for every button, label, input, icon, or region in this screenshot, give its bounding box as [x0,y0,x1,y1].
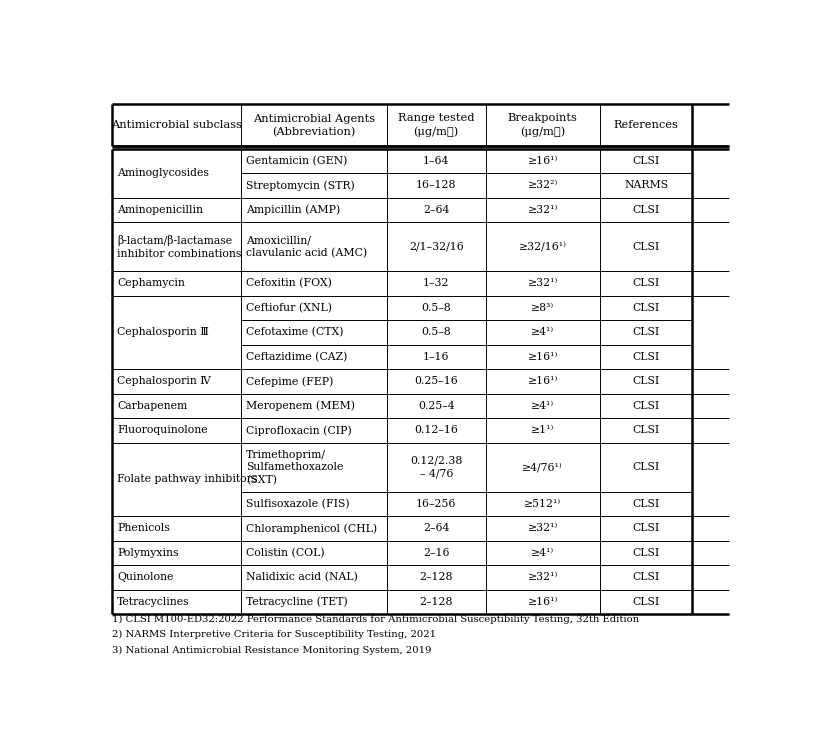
Text: Breakpoints
(μg/mℓ): Breakpoints (μg/mℓ) [507,113,578,137]
Text: CLSI: CLSI [632,572,659,583]
Text: 16–256: 16–256 [416,499,456,509]
Text: CLSI: CLSI [632,597,659,607]
Text: 2) NARMS Interpretive Criteria for Susceptibility Testing, 2021: 2) NARMS Interpretive Criteria for Susce… [112,630,436,640]
Text: Fluoroquinolone: Fluoroquinolone [117,425,208,435]
Text: 0.25–4: 0.25–4 [418,401,455,411]
Text: 2–16: 2–16 [423,548,449,558]
Text: CLSI: CLSI [632,242,659,252]
Text: ≥32¹⁾: ≥32¹⁾ [528,524,557,533]
Text: Nalidixic acid (NAL): Nalidixic acid (NAL) [245,572,357,583]
Text: CLSI: CLSI [632,279,659,288]
Text: 0.25–16: 0.25–16 [415,377,458,386]
Text: 0.12–16: 0.12–16 [415,425,458,435]
Text: Ciprofloxacin (CIP): Ciprofloxacin (CIP) [245,425,351,436]
Text: Ampicillin (AMP): Ampicillin (AMP) [245,204,340,215]
Text: Ceftazidime (CAZ): Ceftazidime (CAZ) [245,352,347,362]
Text: ≥512¹⁾: ≥512¹⁾ [524,499,562,509]
Text: 3) National Antimicrobial Resistance Monitoring System, 2019: 3) National Antimicrobial Resistance Mon… [112,646,432,655]
Text: Antimicrobial Agents
(Abbreviation): Antimicrobial Agents (Abbreviation) [253,114,374,137]
Text: CLSI: CLSI [632,352,659,362]
Text: NARMS: NARMS [624,181,668,190]
Text: Cefoxitin (FOX): Cefoxitin (FOX) [245,279,332,288]
Text: Cephamycin: Cephamycin [117,279,185,288]
Text: Meropenem (MEM): Meropenem (MEM) [245,401,355,411]
Text: ≥4¹⁾: ≥4¹⁾ [531,327,554,338]
Text: 1) CLSI M100-ED32:2022 Performance Standards for Antimicrobial Susceptibility Te: 1) CLSI M100-ED32:2022 Performance Stand… [112,615,640,624]
Text: Polymyxins: Polymyxins [117,548,179,558]
Text: 0.5–8: 0.5–8 [421,303,451,313]
Text: Aminopenicillin: Aminopenicillin [117,205,204,215]
Text: 2–128: 2–128 [420,597,453,607]
Text: ≥32/16¹⁾: ≥32/16¹⁾ [519,242,566,252]
Text: CLSI: CLSI [632,303,659,313]
Text: ≥32¹⁾: ≥32¹⁾ [528,279,557,288]
Text: Trimethoprim/
Sulfamethoxazole
(SXT): Trimethoprim/ Sulfamethoxazole (SXT) [245,449,343,485]
Text: ≥16¹⁾: ≥16¹⁾ [528,156,557,166]
Text: Aminoglycosides: Aminoglycosides [117,169,209,178]
Text: ≥4/76¹⁾: ≥4/76¹⁾ [522,462,563,472]
Text: Cefepime (FEP): Cefepime (FEP) [245,376,333,386]
Text: 1–16: 1–16 [423,352,449,362]
Text: 0.5–8: 0.5–8 [421,327,451,338]
Text: Cephalosporin Ⅲ: Cephalosporin Ⅲ [117,327,209,338]
Text: Ceftiofur (XNL): Ceftiofur (XNL) [245,303,332,313]
Text: 1–64: 1–64 [423,156,449,166]
Text: Quinolone: Quinolone [117,572,173,583]
Text: 2–128: 2–128 [420,572,453,583]
Text: Streptomycin (STR): Streptomycin (STR) [245,181,355,191]
Text: Phenicols: Phenicols [117,524,170,533]
Text: ≥8³⁾: ≥8³⁾ [531,303,554,313]
Text: References: References [613,121,678,130]
Text: Sulfisoxazole (FIS): Sulfisoxazole (FIS) [245,499,349,509]
Text: Gentamicin (GEN): Gentamicin (GEN) [245,156,347,166]
Text: CLSI: CLSI [632,377,659,386]
Text: 1–32: 1–32 [423,279,449,288]
Text: 2–64: 2–64 [423,524,449,533]
Text: Tetracycline (TET): Tetracycline (TET) [245,597,347,607]
Text: CLSI: CLSI [632,401,659,411]
Text: ≥32¹⁾: ≥32¹⁾ [528,572,557,583]
Text: 2–64: 2–64 [423,205,449,215]
Text: Cefotaxime (CTX): Cefotaxime (CTX) [245,327,343,338]
Text: ≥4¹⁾: ≥4¹⁾ [531,548,554,558]
Text: ≥16¹⁾: ≥16¹⁾ [528,352,557,362]
Text: Range tested
(μg/mℓ): Range tested (μg/mℓ) [398,113,475,137]
Text: ≥16¹⁾: ≥16¹⁾ [528,597,557,607]
Text: Carbapenem: Carbapenem [117,401,187,411]
Text: CLSI: CLSI [632,462,659,472]
Text: 0.12/2.38
– 4/76: 0.12/2.38 – 4/76 [410,456,462,479]
Text: ≥4¹⁾: ≥4¹⁾ [531,401,554,411]
Text: Tetracyclines: Tetracyclines [117,597,190,607]
Text: Colistin (COL): Colistin (COL) [245,548,324,558]
Text: 16–128: 16–128 [416,181,456,190]
Text: Folate pathway inhibitors: Folate pathway inhibitors [117,474,258,485]
Text: CLSI: CLSI [632,205,659,215]
Text: CLSI: CLSI [632,156,659,166]
Text: CLSI: CLSI [632,524,659,533]
Text: CLSI: CLSI [632,425,659,435]
Text: Antimicrobial subclass: Antimicrobial subclass [111,121,242,130]
Text: ≥1¹⁾: ≥1¹⁾ [531,425,554,435]
Text: CLSI: CLSI [632,327,659,338]
Text: β-lactam/β-lactamase
inhibitor combinations: β-lactam/β-lactamase inhibitor combinati… [117,234,241,258]
Text: CLSI: CLSI [632,499,659,509]
Text: ≥32²⁾: ≥32²⁾ [528,181,557,190]
Text: CLSI: CLSI [632,548,659,558]
Text: Cephalosporin Ⅳ: Cephalosporin Ⅳ [117,377,211,386]
Text: Amoxicillin/
clavulanic acid (AMC): Amoxicillin/ clavulanic acid (AMC) [245,235,367,258]
Text: 2/1–32/16: 2/1–32/16 [409,242,464,252]
Text: ≥16¹⁾: ≥16¹⁾ [528,377,557,386]
Text: ≥32¹⁾: ≥32¹⁾ [528,205,557,215]
Text: Chloramphenicol (CHL): Chloramphenicol (CHL) [245,523,377,534]
